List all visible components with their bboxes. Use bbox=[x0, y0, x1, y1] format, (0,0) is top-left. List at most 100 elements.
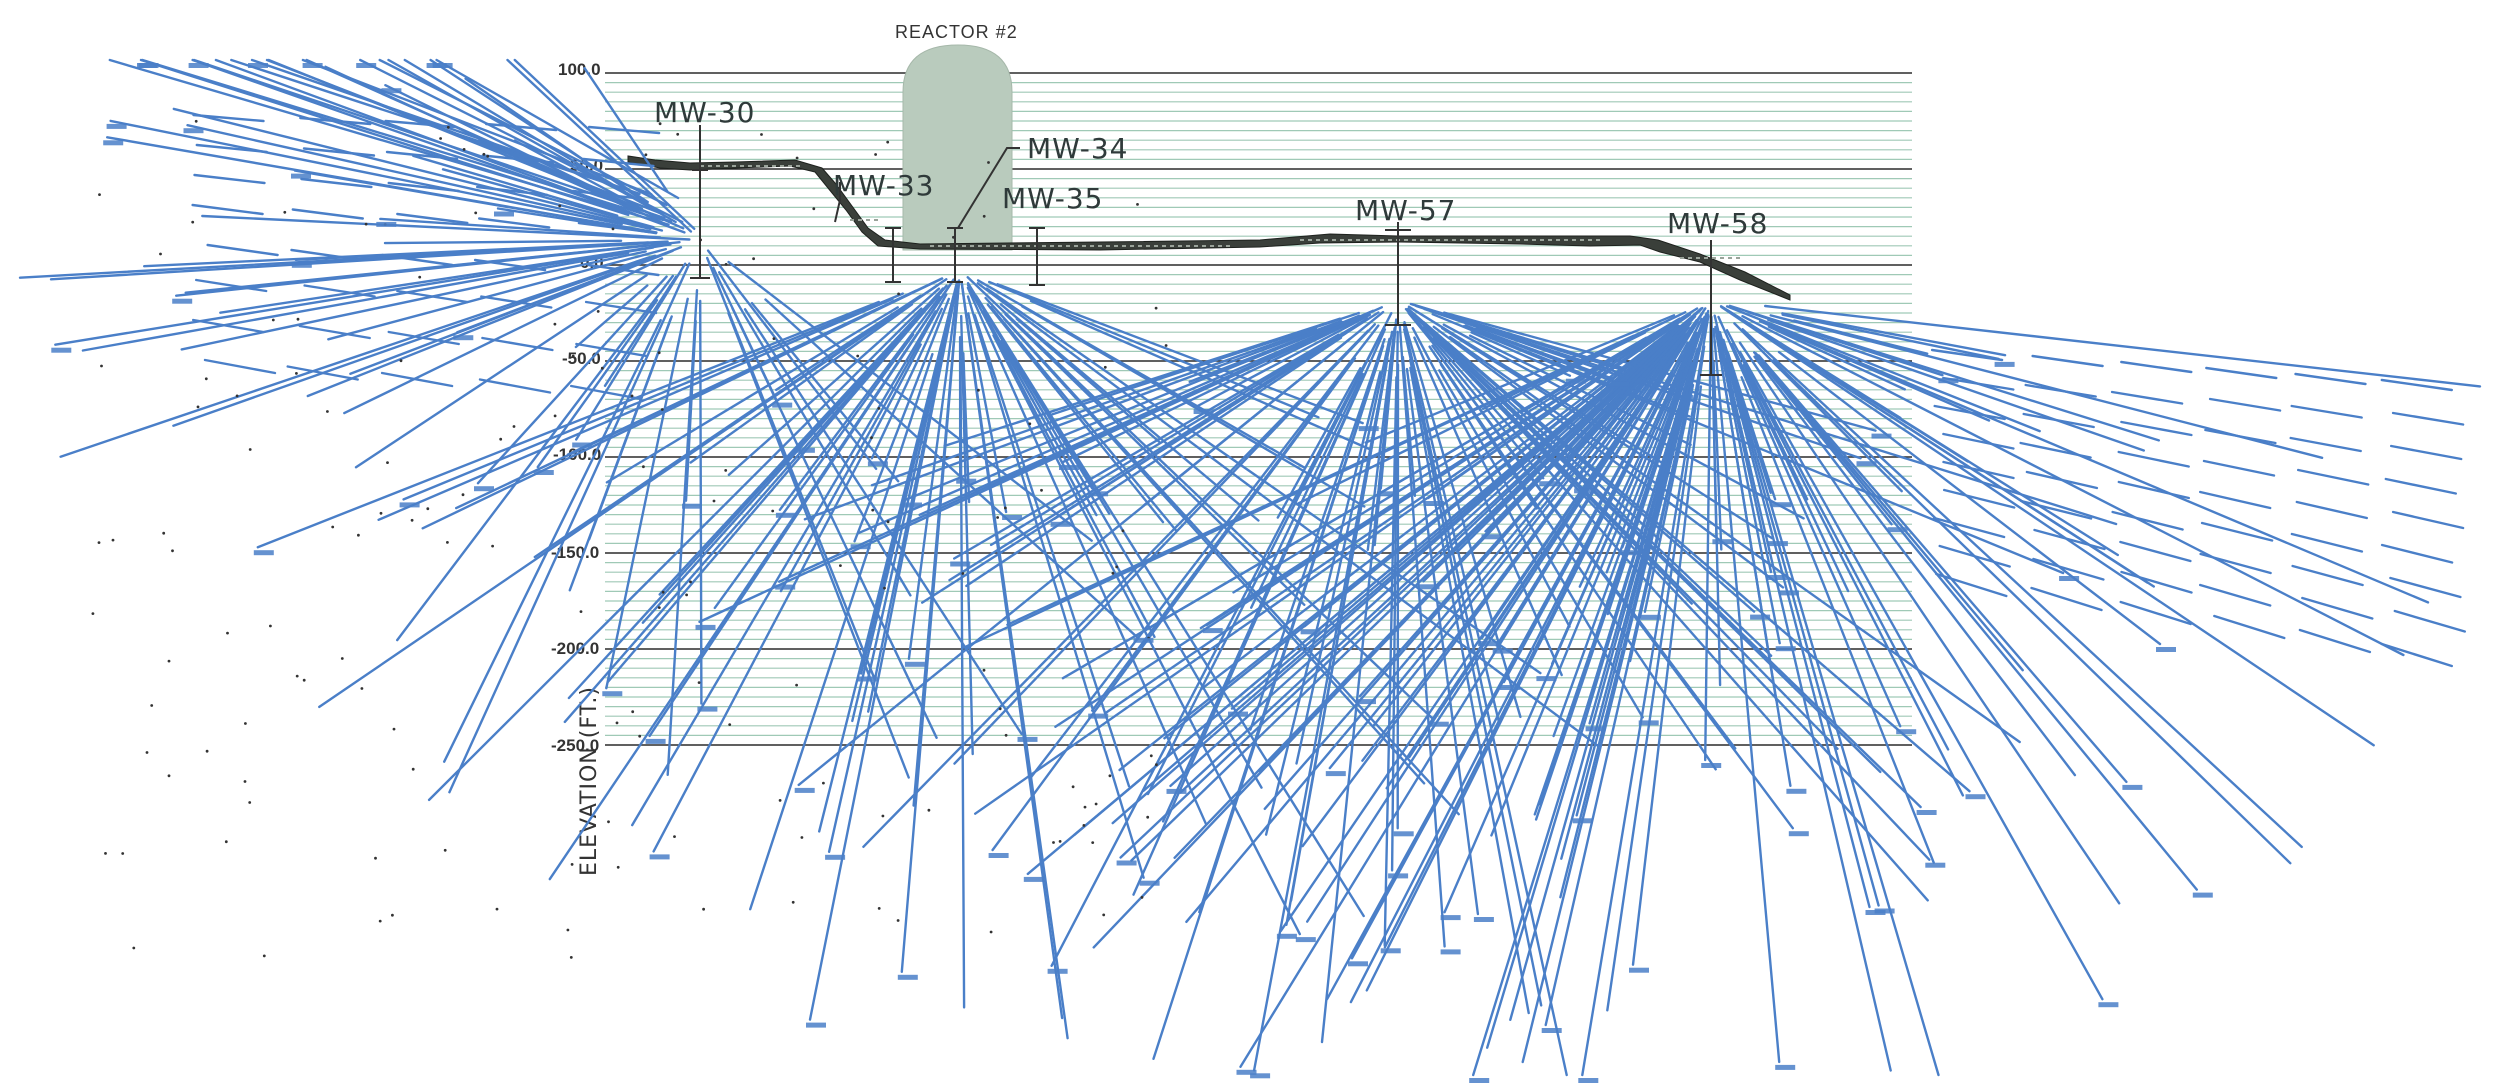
survey-dot bbox=[760, 133, 763, 136]
fracture-tag bbox=[1250, 1073, 1271, 1079]
well-casing-mw30 bbox=[690, 125, 710, 279]
fracture-trace bbox=[1198, 344, 1385, 914]
fracture-trace bbox=[195, 143, 268, 154]
fracture-tag bbox=[1578, 1078, 1599, 1083]
survey-dots bbox=[91, 119, 1168, 959]
survey-dot bbox=[205, 749, 209, 753]
fracture-tag bbox=[1228, 711, 1248, 717]
fracture-tag bbox=[1499, 685, 1520, 690]
well-label-mw30: MW-30 bbox=[654, 96, 755, 129]
fracture-tag bbox=[1786, 788, 1807, 794]
fracture-tag bbox=[772, 402, 793, 408]
survey-dot bbox=[977, 388, 980, 392]
fracture-trace bbox=[1252, 330, 1394, 1072]
fracture-trace bbox=[293, 169, 617, 227]
fracture-trace bbox=[1320, 385, 1391, 1044]
survey-dot bbox=[302, 678, 306, 682]
fracture-trace bbox=[2111, 510, 2184, 531]
survey-dot bbox=[927, 808, 931, 812]
fracture-trace bbox=[1777, 350, 2162, 646]
survey-dot bbox=[132, 946, 136, 950]
survey-dot bbox=[772, 337, 776, 340]
fracture-tag bbox=[902, 502, 922, 508]
survey-dot bbox=[340, 657, 344, 660]
survey-dot bbox=[1140, 896, 1144, 899]
well-label-mw58: MW-58 bbox=[1667, 207, 1768, 240]
fracture-trace bbox=[575, 342, 648, 358]
fracture-trace bbox=[1938, 544, 2011, 568]
fracture-trace bbox=[480, 295, 553, 309]
survey-dot bbox=[571, 354, 575, 358]
fracture-tag bbox=[1640, 614, 1661, 620]
fracture-trace bbox=[706, 249, 878, 470]
fracture-trace bbox=[299, 116, 372, 126]
survey-dot bbox=[162, 531, 166, 535]
fracture-trace bbox=[327, 247, 667, 341]
fracture-trace bbox=[605, 306, 899, 484]
fracture-trace bbox=[572, 189, 645, 201]
fracture-tag bbox=[1541, 1028, 1562, 1033]
fracture-trace bbox=[603, 275, 678, 387]
fracture-tag bbox=[474, 486, 494, 492]
survey-dot bbox=[644, 153, 648, 157]
fracture-trace bbox=[1230, 353, 1649, 710]
survey-dot bbox=[1164, 344, 1168, 347]
fracture-trace bbox=[384, 119, 457, 129]
fracture-trace bbox=[1703, 315, 1713, 762]
fracture-trace bbox=[1792, 319, 1929, 355]
fracture-trace bbox=[1719, 305, 1902, 420]
fracture-trace bbox=[141, 58, 665, 222]
fracture-tag bbox=[645, 738, 666, 744]
fracture-tag bbox=[775, 512, 796, 518]
fracture-trace bbox=[1781, 313, 2000, 361]
fracture-tag bbox=[103, 140, 124, 146]
fracture-trace bbox=[302, 147, 376, 157]
survey-dot bbox=[379, 511, 383, 515]
fracture-trace bbox=[851, 311, 952, 723]
survey-dot bbox=[411, 767, 415, 771]
survey-dot bbox=[1149, 754, 1153, 758]
fracture-trace bbox=[2289, 436, 2362, 453]
survey-dot bbox=[226, 631, 229, 635]
fracture-trace bbox=[1631, 385, 1703, 966]
fracture-trace bbox=[1462, 325, 1691, 418]
fracture-tag bbox=[1393, 831, 1414, 837]
fracture-tag bbox=[1629, 967, 1649, 973]
fracture-trace bbox=[575, 262, 687, 441]
fracture-tag bbox=[697, 706, 718, 712]
fracture-trace bbox=[354, 274, 648, 469]
fracture-trace bbox=[1239, 320, 1699, 1069]
survey-dot bbox=[697, 681, 701, 684]
fracture-tag bbox=[1047, 968, 1068, 974]
survey-dot bbox=[171, 549, 174, 553]
fracture-tag bbox=[1896, 729, 1917, 735]
fracture-trace bbox=[582, 157, 655, 168]
survey-dot bbox=[271, 318, 275, 322]
fracture-trace bbox=[778, 295, 941, 511]
fracture-trace bbox=[1741, 328, 2303, 849]
fracture-trace bbox=[779, 293, 948, 593]
fracture-trace bbox=[2204, 428, 2277, 445]
fracture-trace bbox=[1111, 321, 1687, 825]
fracture-trace bbox=[1935, 572, 2008, 598]
fracture-trace bbox=[427, 307, 923, 802]
fracture-tag bbox=[1469, 1078, 1490, 1083]
fracture-trace bbox=[1713, 314, 1892, 1072]
fracture-trace bbox=[1196, 313, 1372, 408]
survey-dot bbox=[642, 465, 645, 469]
fracture-tag bbox=[381, 88, 402, 94]
fracture-trace bbox=[481, 154, 554, 164]
fracture-trace bbox=[1029, 324, 1380, 780]
fracture-trace bbox=[1718, 330, 1880, 907]
fracture-tag bbox=[1701, 763, 1722, 768]
fracture-trace bbox=[827, 322, 949, 853]
survey-dot bbox=[752, 257, 755, 261]
fracture-trace bbox=[191, 318, 265, 334]
fracture-trace bbox=[1606, 345, 1706, 1012]
fracture-tag bbox=[1295, 937, 1316, 943]
fracture-trace bbox=[2389, 444, 2463, 461]
survey-dot bbox=[295, 674, 299, 678]
survey-dot bbox=[795, 156, 799, 160]
fracture-trace bbox=[567, 325, 910, 700]
fracture-tag bbox=[51, 347, 72, 353]
